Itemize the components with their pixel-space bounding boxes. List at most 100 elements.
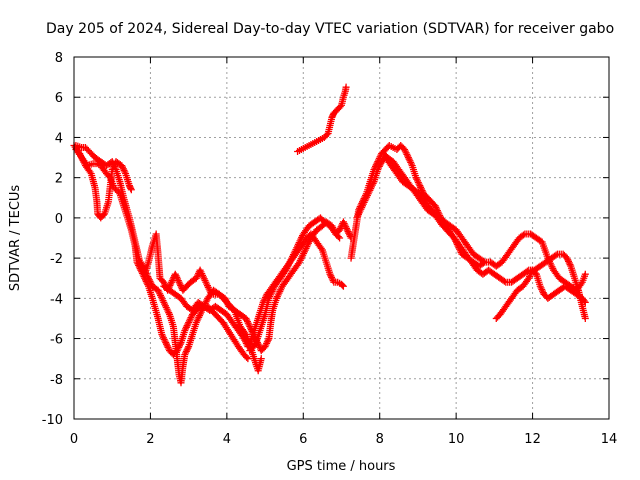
data-point — [171, 270, 179, 278]
data-point — [177, 281, 185, 289]
data-point — [172, 272, 180, 280]
chart-title: Day 205 of 2024, Sidereal Day-to-day VTE… — [46, 21, 614, 37]
data-point — [252, 338, 260, 346]
data-point — [163, 342, 171, 350]
data-point — [243, 353, 251, 361]
data-point — [185, 318, 193, 326]
data-point — [537, 284, 545, 292]
data-point — [375, 162, 383, 170]
x-tick-label: 8 — [376, 432, 384, 447]
data-point — [404, 154, 412, 162]
data-point — [340, 220, 348, 228]
data-point — [342, 224, 350, 232]
data-point — [581, 298, 589, 306]
data-point — [244, 319, 252, 327]
x-axis-label: GPS time / hours — [287, 459, 396, 474]
data-point — [261, 295, 269, 303]
data-point — [261, 343, 269, 351]
data-point — [263, 339, 271, 347]
data-point — [184, 344, 192, 352]
data-point — [317, 244, 325, 252]
data-point — [339, 282, 347, 290]
data-point — [413, 175, 421, 183]
data-point — [339, 218, 347, 226]
data-point — [431, 202, 439, 210]
data-point — [250, 341, 258, 349]
data-point — [342, 83, 350, 91]
data-point — [167, 280, 175, 288]
data-point — [147, 279, 155, 287]
data-point — [581, 314, 589, 322]
series-track-6 — [246, 214, 344, 355]
data-point — [257, 355, 265, 363]
data-point — [401, 146, 409, 154]
data-point — [192, 274, 200, 282]
data-point — [158, 331, 166, 339]
data-point — [564, 257, 572, 265]
data-point — [376, 161, 384, 169]
data-point — [251, 339, 259, 347]
series-track-5 — [160, 230, 347, 351]
x-tick-label: 6 — [299, 432, 307, 447]
data-point — [327, 272, 335, 280]
data-point — [403, 150, 411, 158]
data-point — [412, 174, 420, 182]
series-track-10 — [380, 150, 489, 266]
data-point — [338, 281, 346, 289]
data-point — [580, 297, 588, 305]
data-point — [140, 265, 148, 273]
data-point — [326, 270, 334, 278]
data-point — [222, 298, 230, 306]
data-point — [108, 158, 116, 166]
data-point — [433, 207, 441, 215]
data-point — [336, 234, 344, 242]
data-point — [328, 273, 336, 281]
data-point — [137, 258, 145, 266]
data-point — [375, 164, 383, 172]
data-point — [414, 178, 422, 186]
data-point — [253, 336, 261, 344]
data-point — [162, 339, 170, 347]
data-point — [221, 294, 229, 302]
x-tick-label: 12 — [524, 432, 541, 447]
data-point — [344, 228, 352, 236]
x-tick-label: 2 — [146, 432, 154, 447]
data-point — [109, 159, 117, 167]
data-point — [138, 260, 146, 268]
data-point — [223, 299, 231, 307]
data-point — [159, 334, 167, 342]
data-point — [174, 277, 182, 285]
data-point — [563, 254, 571, 262]
data-point — [127, 186, 135, 194]
data-point — [250, 343, 258, 351]
data-point — [164, 343, 172, 351]
y-tick-label: -2 — [50, 252, 63, 267]
data-point — [183, 346, 191, 354]
data-point — [500, 277, 508, 285]
y-tick-label: 0 — [55, 212, 63, 227]
data-point — [401, 147, 409, 155]
data-point — [181, 351, 189, 359]
data-point — [161, 337, 169, 345]
data-point — [162, 340, 170, 348]
data-point — [536, 282, 544, 290]
data-point — [416, 182, 424, 190]
data-point — [328, 275, 336, 283]
data-point — [343, 226, 351, 234]
data-point — [182, 323, 190, 331]
data-point — [479, 257, 487, 265]
data-point — [342, 223, 350, 231]
y-tick-label: -4 — [50, 292, 63, 307]
data-point — [145, 276, 153, 284]
data-point — [118, 162, 126, 170]
data-point — [186, 315, 194, 323]
data-point — [405, 155, 413, 163]
data-point — [182, 349, 190, 357]
data-point — [183, 322, 191, 330]
data-point — [111, 162, 119, 170]
series-track-8 — [347, 141, 589, 294]
x-tick-label: 0 — [70, 432, 78, 447]
data-point — [526, 273, 534, 281]
plot-frame — [73, 56, 610, 420]
